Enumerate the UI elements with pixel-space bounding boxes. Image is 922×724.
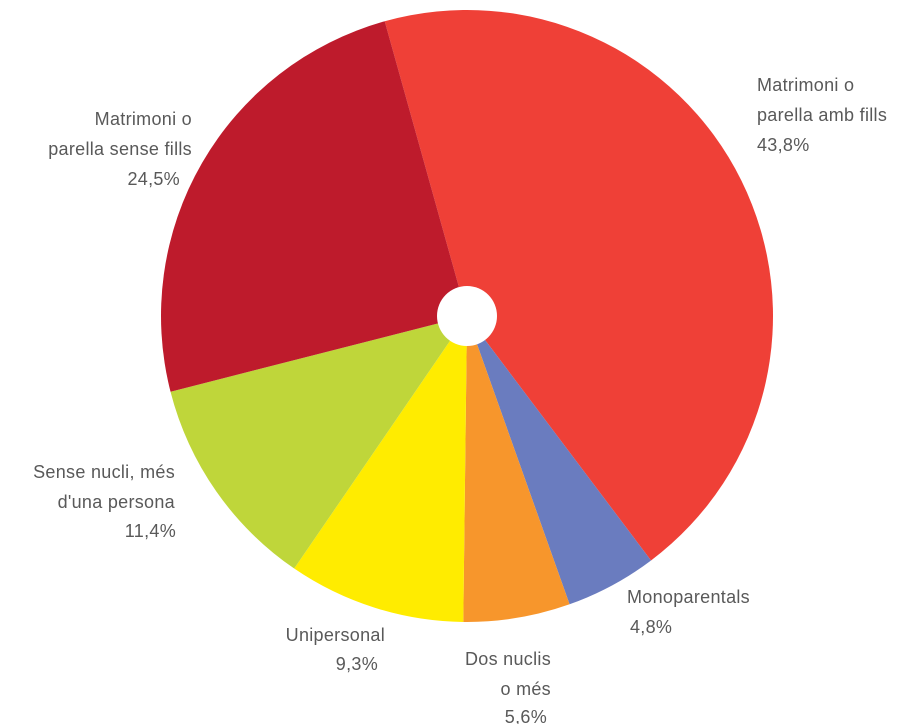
slice-label: Matrimoni o <box>95 109 192 129</box>
pie-hole <box>437 286 497 346</box>
slice-label: Dos nuclis <box>465 649 551 669</box>
value-label: 24,5% <box>127 169 180 189</box>
slice-label: parella amb fills <box>757 105 887 125</box>
pie-slice <box>384 10 773 561</box>
pie-slice <box>170 316 467 569</box>
pie-slice <box>467 316 652 605</box>
value-label: 4,8% <box>630 617 672 637</box>
pie-slice <box>294 316 467 622</box>
value-label: 5,6% <box>505 707 547 724</box>
value-label: 43,8% <box>757 135 810 155</box>
slice-label: parella sense fills <box>48 139 192 159</box>
slice-label: Sense nucli, més <box>33 462 175 482</box>
slice-label: o més <box>500 679 551 699</box>
slice-label: Matrimoni o <box>757 75 854 95</box>
pie-slice <box>161 21 467 392</box>
slice-label: Monoparentals <box>627 587 750 607</box>
slice-label: Unipersonal <box>286 625 385 645</box>
pie-slice <box>463 316 570 622</box>
slice-label: d'una persona <box>58 492 176 512</box>
value-label: 11,4% <box>125 521 176 541</box>
value-label: 9,3% <box>336 654 378 674</box>
